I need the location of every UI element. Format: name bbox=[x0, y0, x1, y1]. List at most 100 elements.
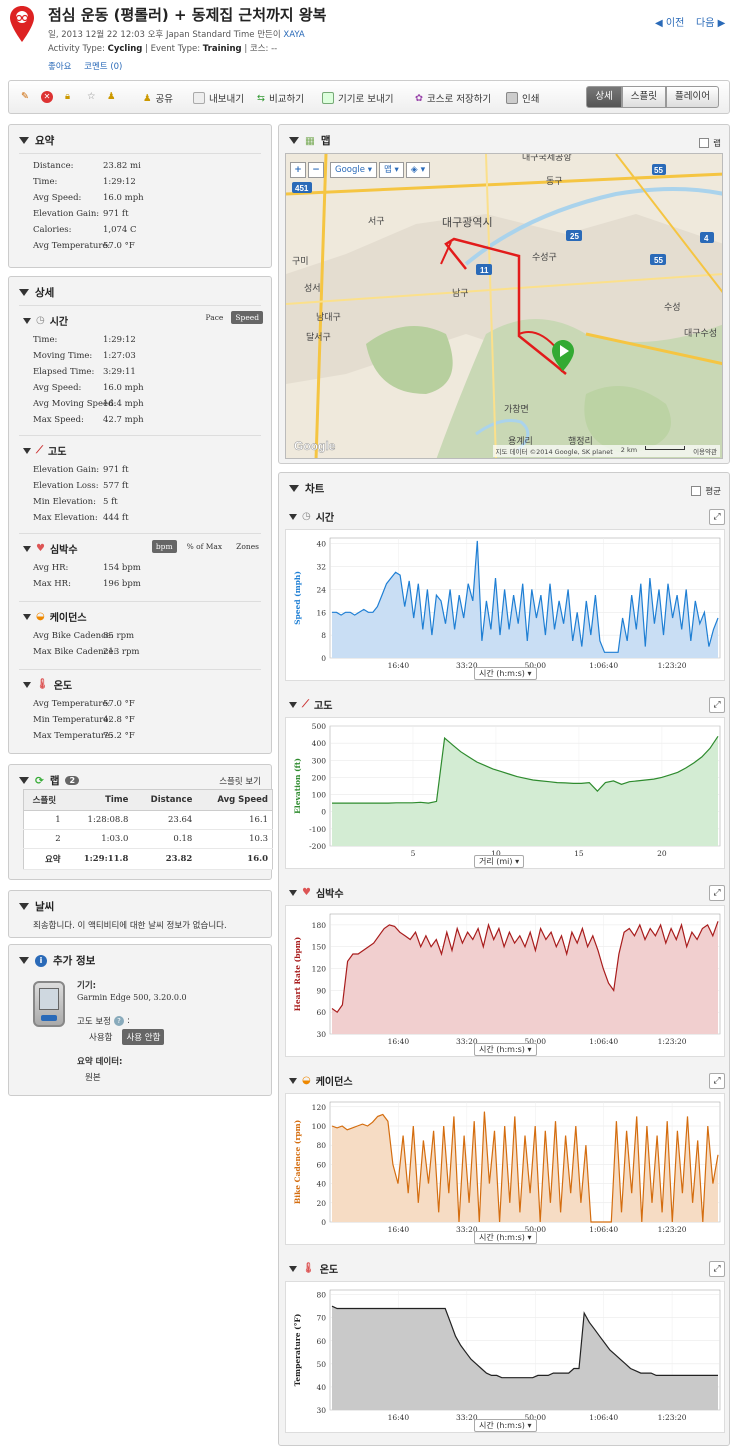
stat-value: 57.0 °F bbox=[103, 699, 135, 709]
expand-chart-button[interactable]: ⤢ bbox=[709, 885, 725, 901]
view-tab-details[interactable]: 상세 bbox=[586, 86, 622, 108]
cadence-section-header[interactable]: ◒ 케이던스 bbox=[23, 609, 87, 624]
hr-unit-toggle: bpm % of Max Zones bbox=[151, 540, 263, 553]
elev-corr-off[interactable]: 사용 안함 bbox=[122, 1029, 165, 1045]
stat-label: Time: bbox=[33, 177, 58, 187]
average-toggle[interactable]: 평균 bbox=[691, 485, 721, 497]
privacy-button[interactable]: 🔒︎ bbox=[65, 91, 70, 102]
map-canvas[interactable]: 대구국제공항 동구 서구 대구광역시 수성구 남구 성서 남대구 달서구 수성 … bbox=[285, 153, 723, 459]
expand-chart-button[interactable]: ⤢ bbox=[709, 1261, 725, 1277]
map-scale: 2 km bbox=[620, 446, 638, 454]
zoom-in-button[interactable]: + bbox=[290, 162, 306, 178]
time-section-header[interactable]: ◷ 시간 bbox=[23, 313, 68, 328]
like-link[interactable]: 좋아요 bbox=[48, 62, 72, 72]
prev-link[interactable]: ◀ 이전 bbox=[655, 14, 684, 29]
view-splits-link[interactable]: 스플릿 보기 bbox=[219, 777, 261, 787]
export-label: 내보내기 bbox=[209, 94, 244, 105]
y-tick-label: 30 bbox=[316, 1406, 326, 1415]
details-header[interactable]: 상세 bbox=[19, 285, 54, 300]
map-provider-select[interactable]: Google ▾ bbox=[330, 162, 377, 178]
map-header[interactable]: ▦ 맵 bbox=[289, 133, 331, 148]
laps-col-avg-speed[interactable]: Avg Speed bbox=[196, 789, 273, 811]
collapse-triangle-icon bbox=[289, 889, 297, 896]
chart-header[interactable]: 🌡︎ 온도 bbox=[289, 1261, 338, 1276]
x-axis-select[interactable]: 시간 (h:m:s) ▾ bbox=[474, 1419, 537, 1432]
view-tab-player[interactable]: 플레이어 bbox=[666, 86, 719, 108]
expand-chart-button[interactable]: ⤢ bbox=[709, 509, 725, 525]
send-to-device-button[interactable]: 기기로 보내기 bbox=[322, 91, 393, 105]
compare-button[interactable]: ⇆ 비교하기 bbox=[257, 91, 304, 106]
summary-header[interactable]: 요약 bbox=[19, 133, 54, 148]
chart-header[interactable]: ◒ 케이던스 bbox=[289, 1073, 353, 1088]
x-axis-select[interactable]: 시간 (h:m:s) ▾ bbox=[474, 1043, 537, 1056]
temp-section-header[interactable]: 🌡︎ 온도 bbox=[23, 677, 72, 692]
stat-value: 57.0 °F bbox=[103, 241, 135, 251]
x-axis-select[interactable]: 시간 (h:m:s) ▾ bbox=[474, 667, 537, 680]
view-tab-splits[interactable]: 스플릿 bbox=[621, 86, 667, 108]
pct-max-toggle[interactable]: % of Max bbox=[186, 542, 223, 551]
share-button[interactable]: ♟ 공유 bbox=[143, 91, 173, 106]
stat-label: Max Bike Cadence: bbox=[33, 647, 117, 657]
laps-col-time[interactable]: Time bbox=[64, 789, 133, 811]
edit-button[interactable]: ✎ bbox=[21, 91, 29, 102]
chart-title: 온도 bbox=[319, 1265, 339, 1276]
weather-header[interactable]: 날씨 bbox=[19, 899, 54, 914]
collapse-triangle-icon bbox=[289, 1077, 297, 1084]
chart-header[interactable]: ♥ 심박수 bbox=[289, 885, 344, 900]
delete-button[interactable]: ✕ bbox=[41, 91, 53, 103]
x-axis-select[interactable]: 시간 (h:m:s) ▾ bbox=[474, 1231, 537, 1244]
zones-toggle[interactable]: Zones bbox=[236, 542, 259, 551]
x-tick-label: 50:00 bbox=[524, 1413, 546, 1422]
hr-section-header[interactable]: ♥ 심박수 bbox=[23, 541, 78, 556]
map-layers-button[interactable]: ◈ ▾ bbox=[405, 162, 431, 178]
badge-button[interactable]: ♟ bbox=[107, 91, 116, 102]
print-button[interactable]: 인쇄 bbox=[506, 91, 539, 105]
terms-link[interactable]: 이용약관 bbox=[693, 448, 717, 456]
map-label: 달서구 bbox=[306, 331, 331, 342]
save-as-course-button[interactable]: ✿ 코스로 저장하기 bbox=[415, 91, 491, 106]
export-button[interactable]: 내보내기 bbox=[193, 91, 244, 105]
extra-header[interactable]: i 추가 정보 bbox=[19, 953, 95, 968]
next-link[interactable]: 다음 ▶ bbox=[696, 14, 725, 29]
laps-col-split[interactable]: 스플릿 bbox=[23, 789, 65, 811]
map-label: 가창면 bbox=[504, 404, 529, 414]
laps-checkbox[interactable] bbox=[699, 138, 710, 148]
activity-type-value[interactable]: Cycling bbox=[107, 44, 143, 54]
speed-toggle[interactable]: Speed bbox=[231, 311, 263, 324]
help-icon[interactable]: ? bbox=[113, 1016, 124, 1026]
zoom-out-button[interactable]: − bbox=[308, 162, 324, 178]
event-type-value[interactable]: Training bbox=[202, 44, 242, 54]
activity-title[interactable]: 점심 운동 (평롤러) + 동제집 근처까지 왕복 bbox=[48, 6, 327, 24]
x-axis-select[interactable]: 거리 (mi) ▾ bbox=[474, 855, 525, 868]
table-row[interactable]: 1 1:28:08.8 23.64 16.1 bbox=[23, 810, 273, 830]
map-laps-toggle[interactable]: 랩 bbox=[699, 137, 721, 149]
y-axis-label: Speed (mph) bbox=[293, 571, 302, 625]
collapse-triangle-icon bbox=[23, 613, 31, 620]
table-row[interactable]: 2 1:03.0 0.18 10.3 bbox=[23, 829, 273, 849]
pace-toggle[interactable]: Pace bbox=[205, 313, 224, 322]
expand-chart-button[interactable]: ⤢ bbox=[709, 697, 725, 713]
chart-title: 심박수 bbox=[315, 889, 344, 900]
laps-col-distance[interactable]: Distance bbox=[132, 789, 197, 811]
bpm-toggle[interactable]: bpm bbox=[151, 540, 177, 553]
temp-rows: Avg Temperature: 57.0 °F Min Temperature: 4… bbox=[33, 699, 263, 751]
stat-label: Avg HR: bbox=[33, 563, 69, 573]
elev-corr-on[interactable]: 사용함 bbox=[89, 1033, 113, 1043]
charts-header[interactable]: 차트 bbox=[289, 481, 324, 496]
star-icon: ☆ bbox=[87, 91, 96, 102]
activity-type-label: Activity Type: bbox=[48, 44, 105, 54]
cadence-rows: Avg Bike Cadence: 85 rpm Max Bike Cadence:… bbox=[33, 631, 263, 667]
expand-chart-button[interactable]: ⤢ bbox=[709, 1073, 725, 1089]
favorite-button[interactable]: ☆ bbox=[87, 91, 96, 102]
comment-link[interactable]: 코멘트 (0) bbox=[84, 62, 123, 72]
laps-header[interactable]: ⟳ 랩 2 bbox=[19, 773, 80, 788]
chart-svg: 0 20 40 60 80 100 120 16:40 33:20 50:00 1:06:40 1:2… bbox=[293, 1101, 721, 1234]
map-type-select[interactable]: 맵 ▾ bbox=[378, 162, 404, 178]
elevation-rows: Elevation Gain: 971 ft Elevation Loss: 577 … bbox=[33, 465, 263, 535]
author-link[interactable]: XAYA bbox=[283, 30, 305, 40]
chart-header[interactable]: ⟋ 고도 bbox=[289, 697, 332, 712]
chart-canvas: 0 8 16 24 32 40 16:40 33:20 50:00 1:06:40 1:23:20 S… bbox=[285, 529, 725, 681]
elevation-section-header[interactable]: ⟋ 고도 bbox=[23, 443, 66, 458]
chart-header[interactable]: ◷ 시간 bbox=[289, 509, 334, 524]
average-checkbox[interactable] bbox=[691, 486, 702, 496]
